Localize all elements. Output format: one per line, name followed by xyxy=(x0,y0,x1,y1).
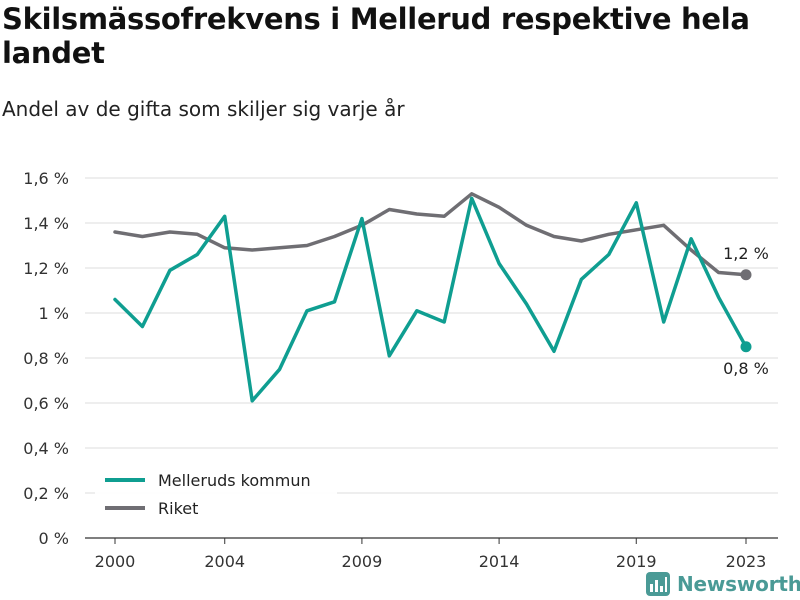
series-line-mellerud xyxy=(113,196,748,403)
x-tick-label: 2014 xyxy=(479,552,520,571)
brand-name: Newsworthy xyxy=(677,572,800,596)
x-axis: 2000 2004 2009 2014 2019 2023 xyxy=(95,538,767,571)
y-tick-label: 0,2 % xyxy=(23,484,69,503)
x-tick-label: 2000 xyxy=(95,552,136,571)
newsworthy-logo-icon xyxy=(646,572,670,596)
end-point-riket xyxy=(740,269,752,281)
y-tick-label: 1 % xyxy=(39,304,69,323)
x-tick-label: 2023 xyxy=(726,552,767,571)
legend-label: Melleruds kommun xyxy=(158,471,311,490)
x-tick-label: 2019 xyxy=(616,552,657,571)
y-tick-label: 0,4 % xyxy=(23,439,69,458)
chart-title: Skilsmässofrekvens i Mellerud respektive… xyxy=(2,2,750,70)
brand-logo: Newsworthy xyxy=(645,570,800,598)
y-tick-label: 1,2 % xyxy=(23,259,69,278)
y-tick-label: 0,8 % xyxy=(23,349,69,368)
x-tick-label: 2004 xyxy=(204,552,245,571)
end-value-label: 1,2 % xyxy=(723,244,769,263)
legend-label: Riket xyxy=(158,499,198,518)
y-tick-label: 1,6 % xyxy=(23,169,69,188)
end-point-mellerud xyxy=(740,341,752,353)
y-tick-label: 1,4 % xyxy=(23,214,69,233)
x-tick-label: 2009 xyxy=(342,552,383,571)
y-axis: 0 % 0,2 % 0,4 % 0,6 % 0,8 % 1 % 1,2 % 1,4 % 1,6 … xyxy=(23,169,69,548)
legend: Melleruds kommun Riket xyxy=(95,465,337,523)
legend-background xyxy=(95,465,337,523)
y-tick-label: 0 % xyxy=(39,529,69,548)
y-tick-label: 0,6 % xyxy=(23,394,69,413)
end-value-label: 0,8 % xyxy=(723,359,769,378)
chart-subtitle: Andel av de gifta som skiljer sig varje … xyxy=(2,97,405,121)
series-lines: 1,2 % 0,8 % xyxy=(113,192,769,403)
